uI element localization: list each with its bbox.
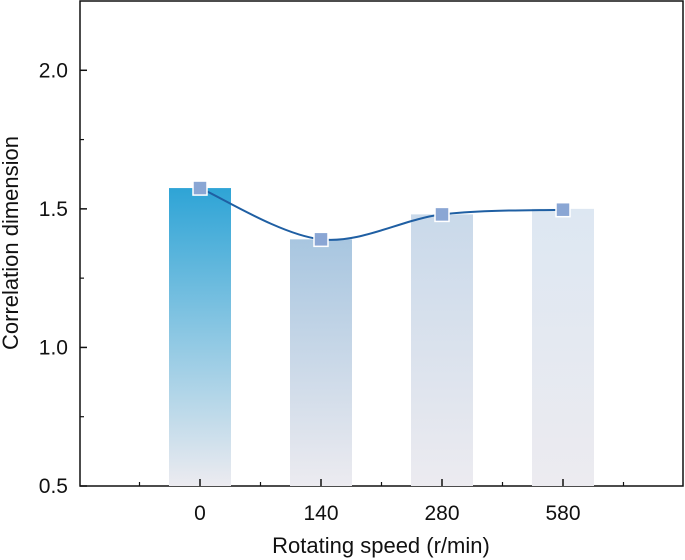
line-marker-580 bbox=[555, 201, 571, 218]
x-axis-title: Rotating speed (r/min) bbox=[272, 533, 490, 558]
y-tick-label: 0.5 bbox=[39, 475, 68, 498]
bar-580 bbox=[532, 208, 594, 486]
x-tick-label: 280 bbox=[424, 502, 459, 525]
y-tick-label: 2.0 bbox=[39, 59, 68, 82]
x-tick-label: 140 bbox=[303, 502, 338, 525]
line-group bbox=[192, 180, 571, 248]
x-axis: 0 140 280 580 bbox=[138, 479, 625, 525]
y-tick-label: 1.0 bbox=[39, 336, 68, 359]
y-axis: 0.5 1.0 1.5 2.0 bbox=[39, 59, 87, 498]
bar-0 bbox=[169, 188, 231, 487]
bar-280 bbox=[411, 214, 473, 486]
y-axis-title: Correlation dimension bbox=[0, 136, 23, 350]
trend-line bbox=[199, 187, 564, 241]
line-marker-0 bbox=[192, 180, 208, 196]
x-tick-label: 580 bbox=[545, 502, 580, 525]
x-tick-label: 0 bbox=[194, 502, 206, 525]
bars-group bbox=[169, 188, 594, 487]
y-tick-label: 1.5 bbox=[39, 198, 68, 221]
line-marker-140 bbox=[313, 231, 329, 248]
bar-140 bbox=[290, 239, 352, 486]
line-marker-280 bbox=[434, 206, 450, 223]
